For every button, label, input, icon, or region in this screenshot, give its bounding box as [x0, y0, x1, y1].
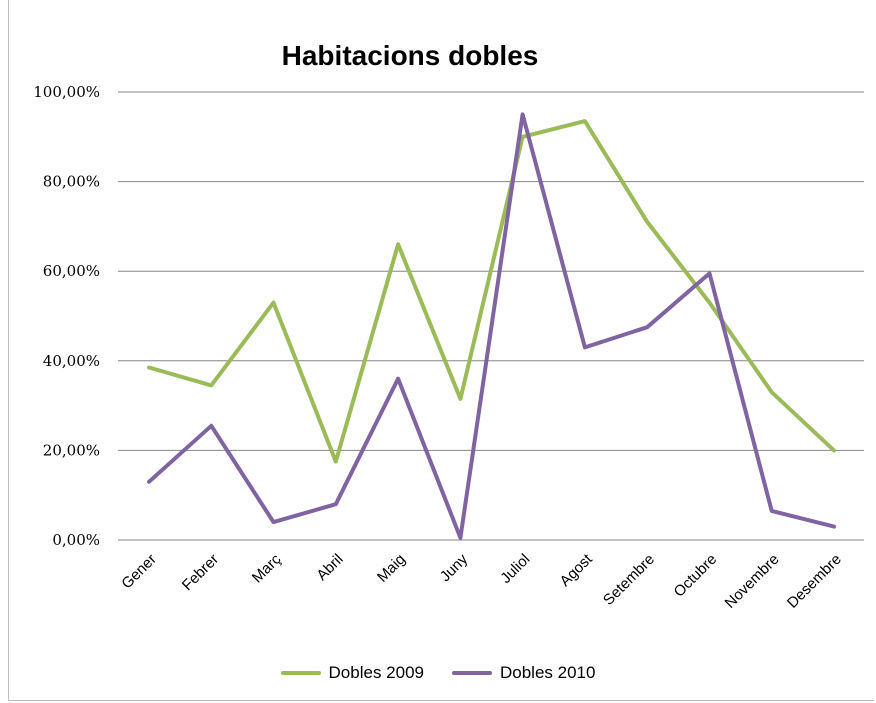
series-lines	[147, 112, 836, 540]
legend-label-series-2: Dobles 2010	[500, 663, 596, 682]
x-tick-label: Gener	[118, 551, 160, 593]
x-tick-label: Agost	[557, 550, 597, 590]
x-tick-label: Març	[249, 550, 285, 586]
legend-swatch-series-1	[280, 671, 321, 675]
x-tick-label: Maig	[374, 551, 409, 586]
x-tick-label: Juliol	[497, 551, 533, 587]
y-tick-label: 60,00%	[43, 262, 100, 280]
x-tick-label: Juny	[437, 550, 472, 585]
legend: Dobles 2009 Dobles 2010	[0, 663, 876, 683]
chart-frame	[8, 0, 874, 701]
y-axis-ticks: 0,00% 20,00% 40,00% 60,00% 80,00% 100,00%	[33, 83, 100, 549]
y-tick-label: 20,00%	[43, 441, 100, 459]
x-tick-label: Novembre	[722, 551, 783, 612]
x-tick-label: Octubre	[671, 551, 721, 601]
series-line-1	[147, 119, 836, 464]
y-tick-label: 100,00%	[33, 83, 100, 101]
legend-swatch-series-2	[452, 671, 492, 675]
legend-item-series-2: Dobles 2010	[452, 663, 595, 683]
gridlines	[118, 91, 864, 541]
x-tick-label: Abril	[313, 551, 346, 584]
y-tick-label: 40,00%	[43, 352, 100, 370]
x-tick-label: Setembre	[600, 551, 658, 609]
y-tick-label: 0,00%	[52, 531, 100, 549]
x-tick-label: Desembre	[784, 551, 845, 612]
series-line-2	[147, 112, 836, 540]
x-tick-label: Febrer	[179, 551, 222, 594]
chart-title: Habitacions dobles	[281, 40, 539, 71]
legend-label-series-1: Dobles 2009	[328, 663, 424, 682]
x-axis-ticks: Gener Febrer Març Abril Maig Juny Juliol Agost S…	[118, 550, 845, 612]
legend-item-series-1: Dobles 2009	[280, 663, 424, 683]
y-tick-label: 80,00%	[43, 173, 100, 191]
